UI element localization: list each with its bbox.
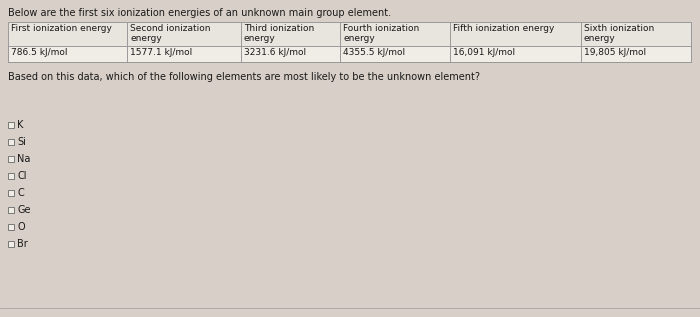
Bar xyxy=(8,22,691,62)
Text: Fourth ionization
energy: Fourth ionization energy xyxy=(343,24,419,43)
Text: Ge: Ge xyxy=(17,205,31,215)
Text: Third ionization
energy: Third ionization energy xyxy=(244,24,314,43)
Text: Sixth ionization
energy: Sixth ionization energy xyxy=(584,24,654,43)
Bar xyxy=(8,241,14,247)
Bar xyxy=(8,207,14,213)
Bar xyxy=(8,139,14,145)
Text: Cl: Cl xyxy=(17,171,27,181)
Text: Based on this data, which of the following elements are most likely to be the un: Based on this data, which of the followi… xyxy=(8,72,480,82)
Bar xyxy=(8,122,14,128)
Text: O: O xyxy=(17,222,25,232)
Text: Br: Br xyxy=(17,239,28,249)
Text: 1577.1 kJ/mol: 1577.1 kJ/mol xyxy=(130,48,192,57)
Text: Si: Si xyxy=(17,137,26,147)
Text: Below are the first six ionization energies of an unknown main group element.: Below are the first six ionization energ… xyxy=(8,8,391,18)
Text: C: C xyxy=(17,188,24,198)
Text: 3231.6 kJ/mol: 3231.6 kJ/mol xyxy=(244,48,306,57)
Text: Fifth ionization energy: Fifth ionization energy xyxy=(454,24,555,33)
Text: Second ionization
energy: Second ionization energy xyxy=(130,24,211,43)
Bar xyxy=(8,22,691,46)
Bar xyxy=(8,22,691,62)
Bar xyxy=(8,224,14,230)
Text: 19,805 kJ/mol: 19,805 kJ/mol xyxy=(584,48,646,57)
Text: K: K xyxy=(17,120,23,130)
Text: First ionization energy: First ionization energy xyxy=(11,24,112,33)
Text: 4355.5 kJ/mol: 4355.5 kJ/mol xyxy=(343,48,405,57)
Text: 786.5 kJ/mol: 786.5 kJ/mol xyxy=(11,48,67,57)
Text: 16,091 kJ/mol: 16,091 kJ/mol xyxy=(454,48,516,57)
Bar xyxy=(8,173,14,179)
Text: Na: Na xyxy=(17,154,30,164)
Bar xyxy=(8,190,14,196)
Bar xyxy=(8,156,14,162)
